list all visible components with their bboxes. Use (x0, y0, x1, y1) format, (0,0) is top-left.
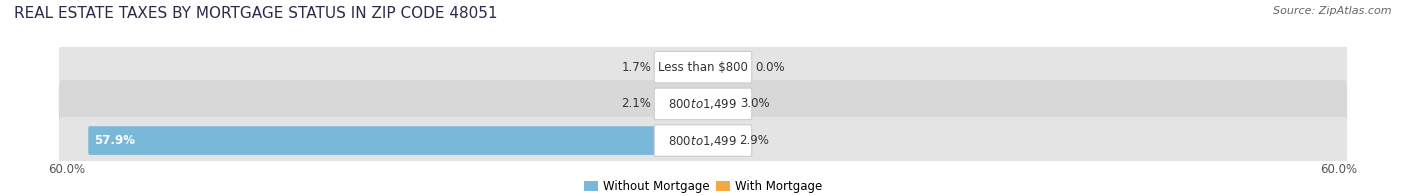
FancyBboxPatch shape (654, 88, 752, 120)
Text: Less than $800: Less than $800 (658, 61, 748, 74)
Text: 3.0%: 3.0% (740, 97, 769, 110)
Text: 1.7%: 1.7% (621, 61, 651, 74)
Text: 2.1%: 2.1% (621, 97, 651, 110)
Legend: Without Mortgage, With Mortgage: Without Mortgage, With Mortgage (579, 176, 827, 196)
FancyBboxPatch shape (89, 126, 704, 155)
Text: 57.9%: 57.9% (94, 134, 135, 147)
FancyBboxPatch shape (654, 51, 752, 83)
FancyBboxPatch shape (654, 125, 752, 156)
Text: 2.9%: 2.9% (740, 134, 769, 147)
FancyBboxPatch shape (702, 90, 735, 118)
Text: $800 to $1,499: $800 to $1,499 (668, 97, 738, 111)
FancyBboxPatch shape (59, 117, 1347, 164)
Text: Source: ZipAtlas.com: Source: ZipAtlas.com (1274, 6, 1392, 16)
FancyBboxPatch shape (681, 90, 704, 118)
Text: $800 to $1,499: $800 to $1,499 (668, 133, 738, 148)
FancyBboxPatch shape (702, 126, 734, 155)
Text: REAL ESTATE TAXES BY MORTGAGE STATUS IN ZIP CODE 48051: REAL ESTATE TAXES BY MORTGAGE STATUS IN … (14, 6, 498, 21)
FancyBboxPatch shape (59, 80, 1347, 128)
FancyBboxPatch shape (59, 43, 1347, 91)
Text: 0.0%: 0.0% (755, 61, 785, 74)
FancyBboxPatch shape (685, 53, 704, 82)
